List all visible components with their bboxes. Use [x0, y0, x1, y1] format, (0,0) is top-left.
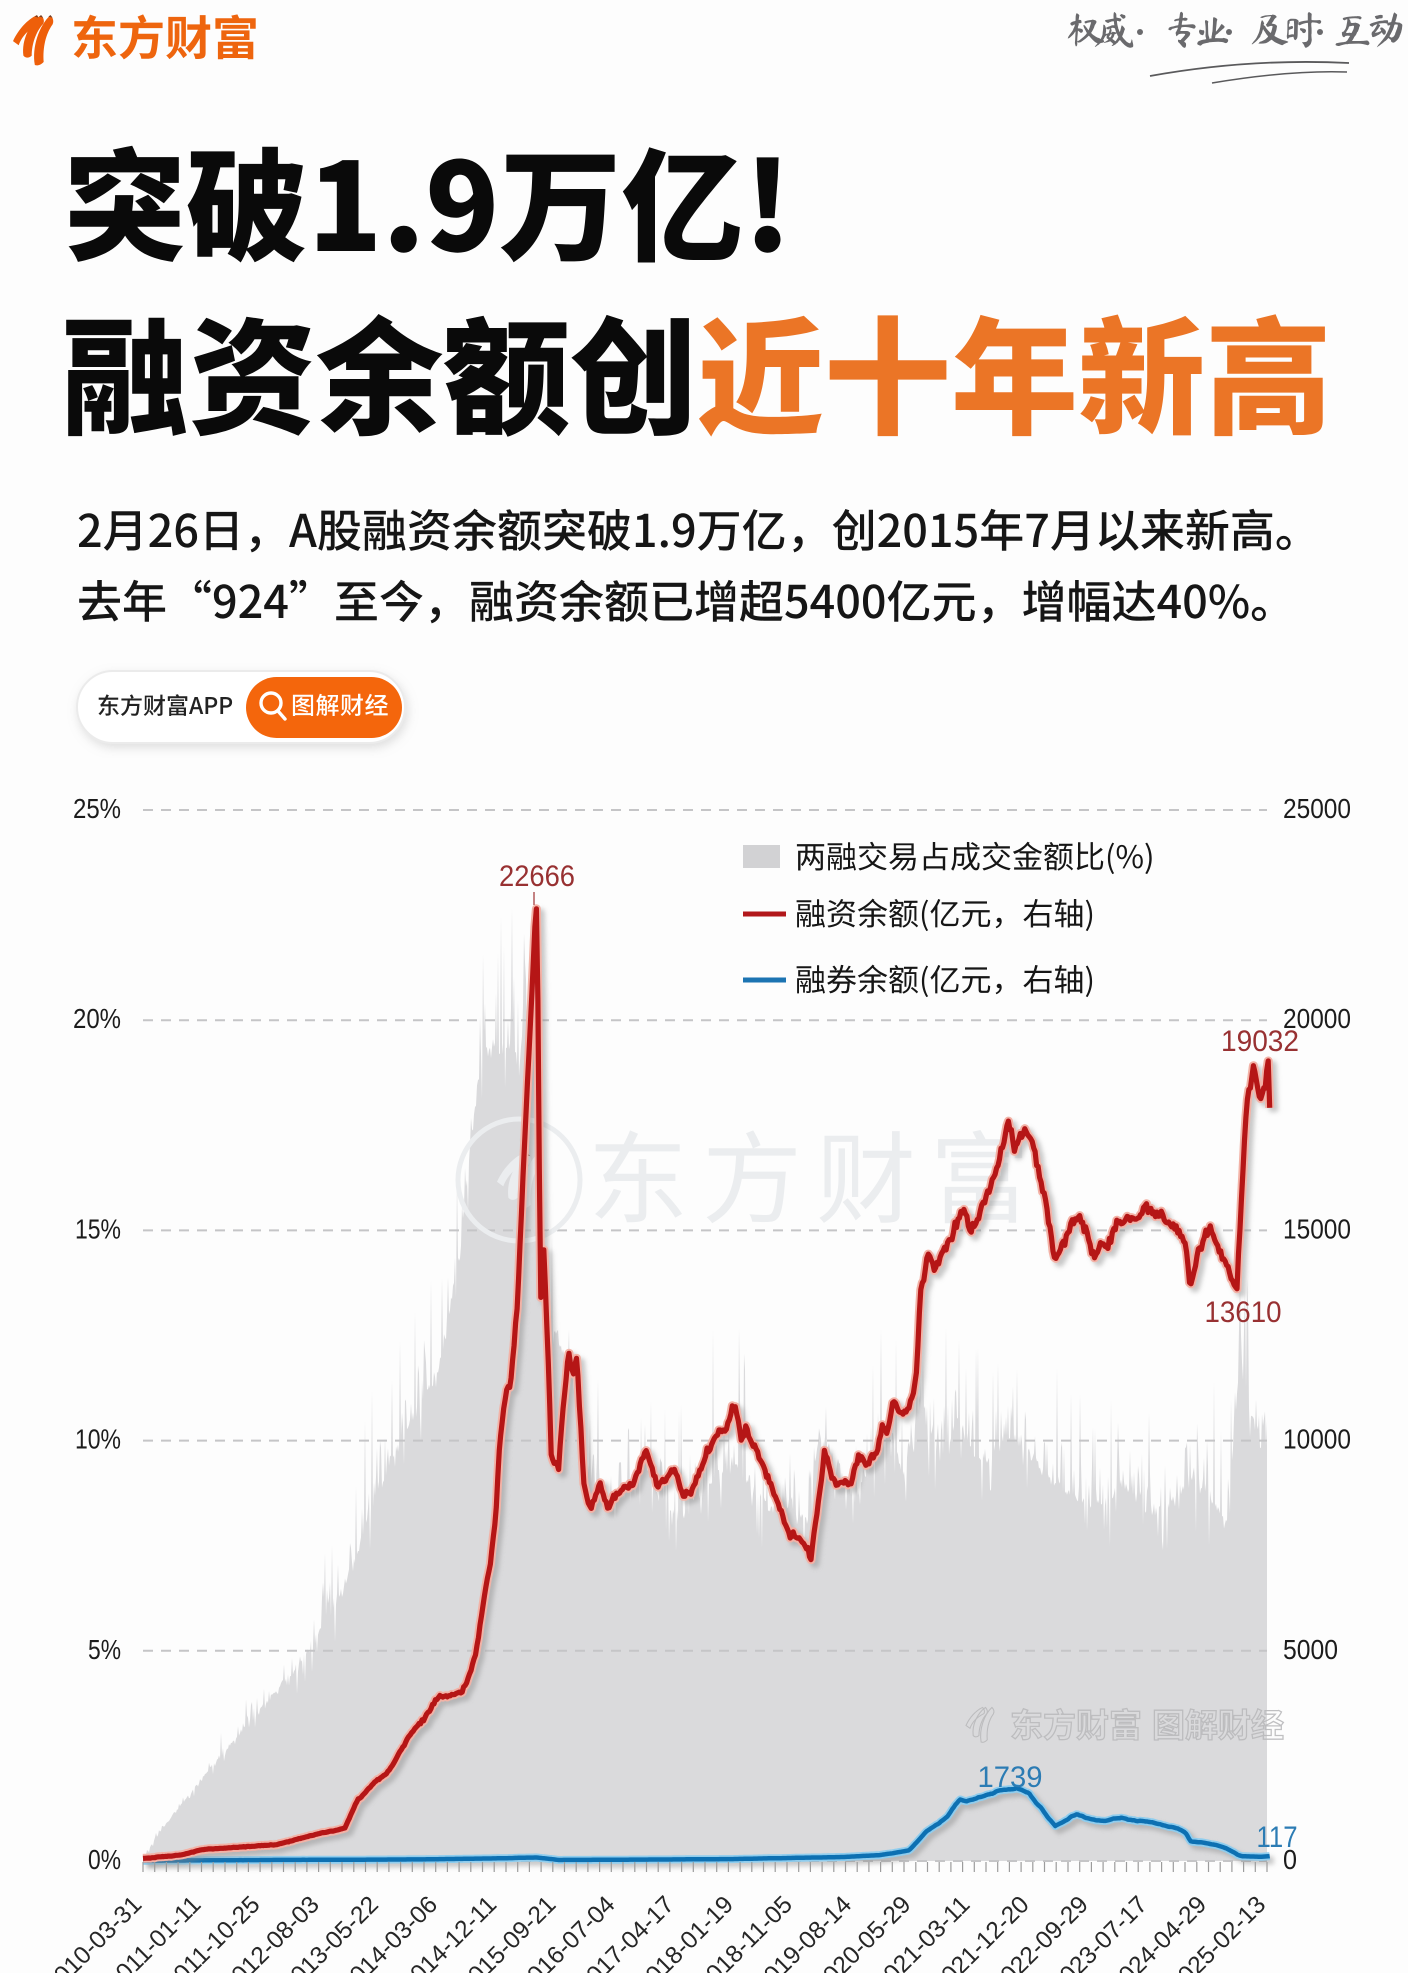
svg-text:0: 0	[1283, 1844, 1297, 1875]
svg-text:15000: 15000	[1283, 1213, 1351, 1244]
svg-text:19032: 19032	[1221, 1025, 1299, 1058]
svg-text:13610: 13610	[1205, 1296, 1282, 1329]
svg-text:22666: 22666	[499, 860, 575, 893]
svg-text:20%: 20%	[73, 1003, 121, 1034]
svg-text:0%: 0%	[88, 1844, 121, 1875]
svg-text:20000: 20000	[1283, 1003, 1351, 1034]
svg-text:10000: 10000	[1283, 1424, 1351, 1455]
svg-text:25000: 25000	[1283, 793, 1351, 824]
svg-text:25%: 25%	[73, 793, 121, 824]
svg-text:15%: 15%	[75, 1213, 121, 1244]
svg-text:5%: 5%	[88, 1634, 121, 1665]
svg-text:117: 117	[1257, 1821, 1298, 1854]
svg-text:10%: 10%	[75, 1424, 121, 1455]
svg-text:1739: 1739	[978, 1761, 1043, 1794]
svg-text:5000: 5000	[1283, 1634, 1338, 1665]
